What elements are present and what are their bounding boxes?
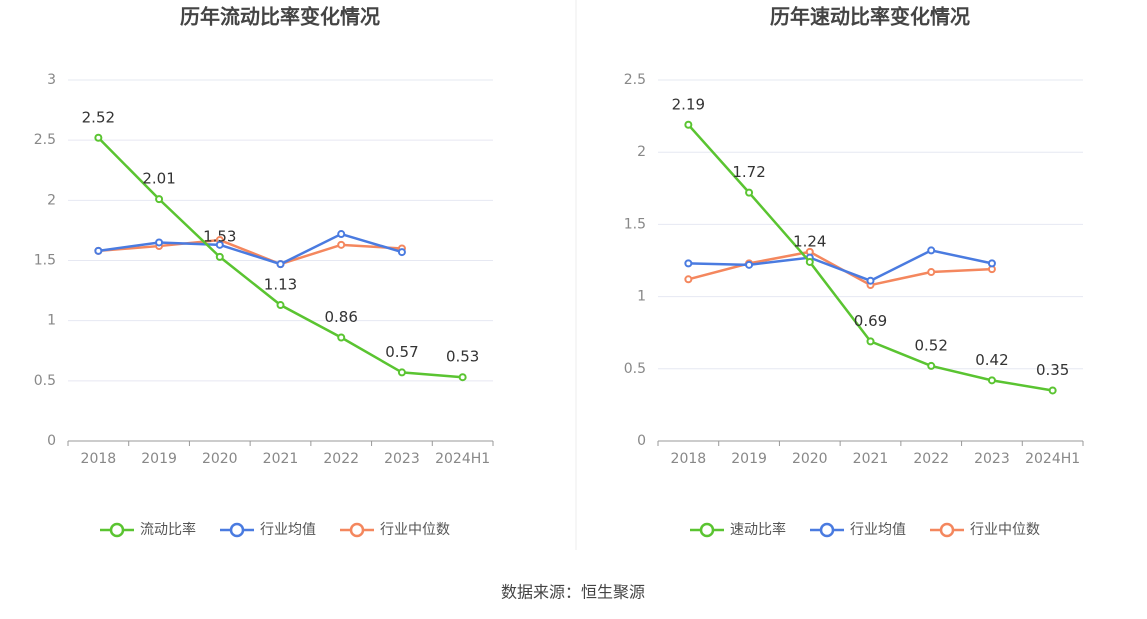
value-label: 0.53 (446, 348, 479, 366)
legend-label: 行业均值 (260, 522, 316, 538)
legend-marker (819, 522, 835, 538)
x-tick-label: 2018 (81, 451, 117, 467)
point (927, 268, 936, 277)
value-label: 0.69 (854, 312, 887, 330)
point (276, 301, 285, 310)
value-label: 0.42 (975, 351, 1008, 369)
point (337, 230, 346, 239)
value-label: 0.35 (1036, 361, 1069, 379)
point (1048, 386, 1057, 395)
y-tick-label: 2.5 (34, 132, 56, 148)
x-tick-label: 2020 (792, 451, 828, 467)
legend-marker (699, 522, 715, 538)
value-label: 2.19 (672, 95, 705, 113)
chart-title: 历年流动比率变化情况 (180, 5, 380, 29)
legend-marker (109, 522, 125, 538)
point (684, 120, 693, 129)
point (215, 240, 224, 249)
x-tick-label: 2018 (671, 451, 707, 467)
x-tick-label: 2021 (263, 451, 299, 467)
x-tick-label: 2021 (853, 451, 889, 467)
x-tick-label: 2020 (202, 451, 238, 467)
legend-label: 行业中位数 (380, 522, 450, 538)
series-line (98, 238, 403, 266)
y-tick-label: 1.5 (34, 253, 56, 269)
point (458, 373, 467, 382)
x-tick-label: 2019 (731, 451, 767, 467)
point (94, 133, 103, 142)
point (866, 276, 875, 285)
x-tick-label: 2024H1 (1025, 451, 1080, 467)
point (337, 333, 346, 342)
x-tick-label: 2023 (384, 451, 420, 467)
point (276, 260, 285, 269)
x-tick-label: 2022 (913, 451, 949, 467)
point (987, 259, 996, 268)
y-tick-label: 1 (47, 313, 56, 329)
x-tick-label: 2023 (974, 451, 1010, 467)
x-tick-label: 2019 (141, 451, 177, 467)
chart-title: 历年速动比率变化情况 (770, 5, 970, 29)
point (927, 361, 936, 370)
legend-label: 行业均值 (850, 522, 906, 538)
y-tick-label: 1 (637, 289, 646, 305)
y-tick-label: 0 (47, 433, 56, 449)
value-label: 1.72 (732, 163, 765, 181)
legend-marker (939, 522, 955, 538)
point (215, 252, 224, 261)
value-label: 1.53 (203, 227, 236, 245)
legend-marker (349, 522, 365, 538)
series-line (688, 249, 993, 283)
series-line (98, 232, 403, 266)
x-tick-label: 2022 (323, 451, 359, 467)
value-label: 0.57 (385, 343, 418, 361)
point (155, 195, 164, 204)
x-tick-label: 2024H1 (435, 451, 490, 467)
y-tick-label: 2 (637, 144, 646, 160)
y-tick-label: 3 (47, 72, 56, 88)
legend-label: 速动比率 (730, 521, 786, 538)
legend-label: 流动比率 (140, 521, 196, 538)
value-label: 0.52 (915, 336, 948, 354)
y-tick-label: 2 (47, 192, 56, 208)
point (684, 275, 693, 284)
point (94, 246, 103, 255)
point (684, 259, 693, 268)
point (805, 257, 814, 266)
point (745, 260, 754, 269)
point (987, 376, 996, 385)
source: 数据来源：恒生聚源 (501, 583, 645, 602)
y-tick-label: 0 (637, 433, 646, 449)
y-tick-label: 0.5 (624, 361, 646, 377)
point (337, 240, 346, 249)
value-label: 1.13 (264, 276, 297, 294)
value-label: 0.86 (325, 308, 358, 326)
point (745, 188, 754, 197)
y-tick-label: 0.5 (34, 373, 56, 389)
value-label: 2.01 (142, 170, 175, 188)
value-label: 1.24 (793, 232, 826, 250)
point (397, 368, 406, 377)
point (927, 246, 936, 255)
point (155, 238, 164, 247)
y-tick-label: 1.5 (624, 216, 646, 232)
point (397, 248, 406, 257)
legend-label: 行业中位数 (970, 522, 1040, 538)
y-tick-label: 2.5 (624, 72, 646, 88)
legend-marker (229, 522, 245, 538)
point (866, 337, 875, 346)
value-label: 2.52 (82, 108, 115, 126)
